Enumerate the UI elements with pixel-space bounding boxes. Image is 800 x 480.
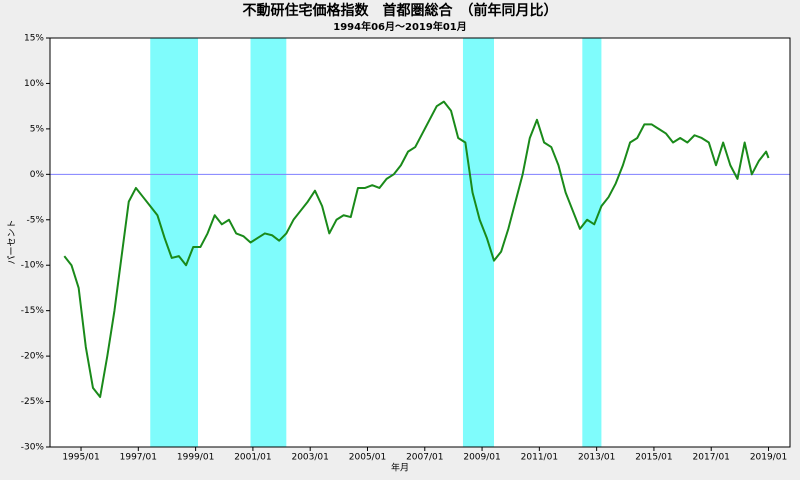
y-tick-label: -25%: [21, 397, 45, 407]
y-tick-label: -5%: [26, 215, 44, 225]
y-axis-label: パーセント: [7, 219, 18, 264]
x-tick-label: 2007/01: [406, 453, 443, 463]
y-tick-label: -30%: [21, 443, 45, 453]
chart-title: 不動研住宅価格指数 首都圏総合 （前年同月比）: [243, 2, 558, 19]
shaded-band: [462, 38, 494, 447]
shaded-band: [582, 38, 602, 447]
shaded-band: [150, 38, 198, 447]
chart-subtitle: 1994年06月～2019年01月: [333, 20, 467, 33]
x-tick-label: 1999/01: [177, 453, 214, 463]
x-tick-label: 1997/01: [120, 453, 157, 463]
y-tick-label: 10%: [24, 79, 44, 89]
y-tick-label: 0%: [30, 170, 45, 180]
x-tick-label: 2011/01: [521, 453, 558, 463]
x-tick-label: 2005/01: [349, 453, 386, 463]
y-tick-label: -15%: [21, 306, 45, 316]
x-tick-label: 2013/01: [578, 453, 615, 463]
x-tick-label: 2001/01: [234, 453, 271, 463]
y-tick-label: 5%: [30, 124, 45, 134]
x-tick-label: 2015/01: [635, 453, 672, 463]
x-tick-label: 1995/01: [62, 453, 99, 463]
plot-border: [49, 37, 791, 448]
x-tick-label: 2017/01: [693, 453, 730, 463]
y-tick-label: 15%: [24, 34, 44, 44]
x-axis-label: 年月: [391, 462, 409, 474]
y-tick-label: -20%: [21, 352, 45, 362]
x-tick-label: 2019/01: [750, 453, 787, 463]
shaded-band: [250, 38, 287, 447]
y-tick-label: -10%: [21, 261, 45, 271]
data-line: [63, 100, 770, 399]
x-tick-label: 2009/01: [463, 453, 500, 463]
x-tick-label: 2003/01: [291, 453, 328, 463]
